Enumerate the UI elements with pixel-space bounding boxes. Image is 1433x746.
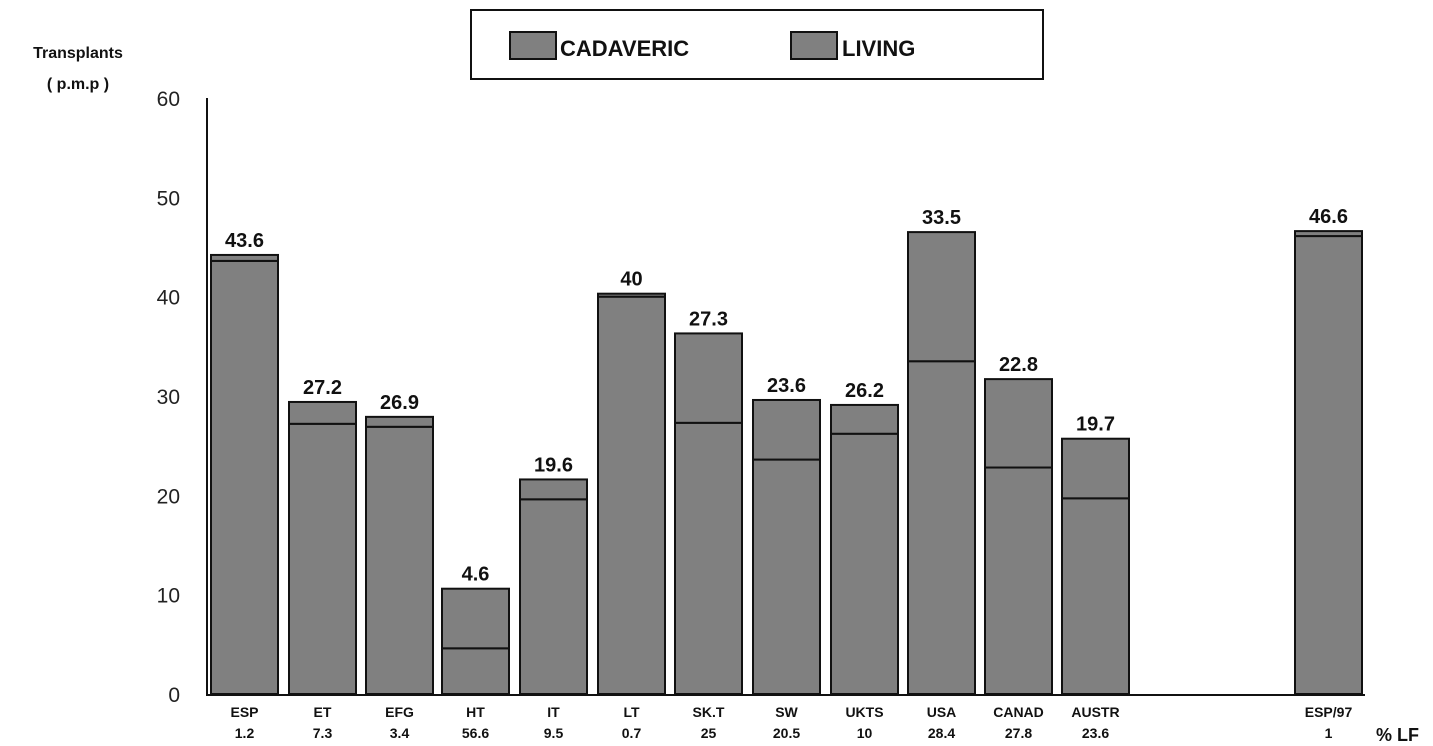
bar-living-lt	[597, 292, 666, 298]
legend-label-living: LIVING	[842, 36, 915, 61]
bar-living-sw	[752, 398, 821, 461]
y-tick-label: 60	[157, 88, 180, 111]
x-tick-label: EFG	[385, 704, 414, 720]
x-tick-label: ESP/97	[1305, 704, 1353, 720]
x-sub-label: 9.5	[544, 725, 564, 741]
y-tick-label: 20	[157, 485, 180, 508]
legend-label-cadaveric: CADAVERIC	[560, 36, 689, 61]
bar-value-label: 26.2	[845, 380, 884, 402]
bar-value-label: 23.6	[767, 375, 806, 397]
x-tick-label: ESP	[230, 704, 258, 720]
y-axis: Transplants ( p.m.p ) 0 10 20 30 40 50 60	[33, 45, 208, 707]
bar-cadaveric-esp	[210, 259, 279, 695]
x-tick-label: IT	[547, 704, 560, 720]
bar-cadaveric-esp-97	[1294, 235, 1363, 695]
x-sub-label: 20.5	[773, 725, 800, 741]
bar-living-sk-t	[674, 332, 743, 424]
y-tick-label: 30	[157, 386, 180, 409]
x-tick-label: ET	[314, 704, 332, 720]
y-tick-label: 40	[157, 287, 180, 310]
bar-living-austr	[1061, 437, 1130, 500]
bar-cadaveric-canad	[984, 466, 1053, 695]
bar-value-label: 27.3	[689, 308, 728, 330]
legend-swatch-cadaveric	[509, 31, 557, 60]
x-sub-label: 0.7	[622, 725, 642, 741]
x-sub-label: 28.4	[928, 725, 955, 741]
bar-living-esp	[210, 253, 279, 262]
x-tick-label: UKTS	[845, 704, 883, 720]
y-axis-title: Transplants	[33, 45, 123, 62]
x-tick-label: SW	[775, 704, 798, 720]
x-sub-label-title: % LF	[1376, 725, 1419, 745]
y-tick-label: 10	[157, 585, 180, 608]
x-sub-label: 3.4	[390, 725, 410, 741]
bar-cadaveric-sw	[752, 458, 821, 695]
x-sub-label: 25	[701, 725, 717, 741]
bar-value-label: 33.5	[922, 207, 961, 229]
bar-cadaveric-ht	[441, 647, 510, 695]
bar-cadaveric-et	[288, 422, 357, 695]
x-tick-label: LT	[623, 704, 640, 720]
legend-swatch-living	[790, 31, 838, 60]
bar-living-esp-97	[1294, 230, 1363, 238]
bar-value-label: 46.6	[1309, 206, 1348, 228]
x-tick-label: USA	[927, 704, 957, 720]
bar-value-label: 19.7	[1076, 414, 1115, 436]
bar-living-ukts	[830, 403, 899, 435]
x-sub-label: 27.8	[1005, 725, 1032, 741]
y-tick-label: 0	[168, 684, 180, 707]
bar-living-canad	[984, 378, 1053, 469]
bar-cadaveric-lt	[597, 295, 666, 695]
y-tick-label: 50	[157, 187, 180, 210]
bar-value-label: 19.6	[534, 454, 573, 476]
bar-living-usa	[907, 231, 976, 363]
y-axis-title-unit: ( p.m.p )	[47, 76, 109, 93]
x-tick-label: HT	[466, 704, 485, 720]
bar-living-ht	[441, 587, 510, 650]
bar-value-label: 22.8	[999, 354, 1038, 376]
x-tick-label: CANAD	[993, 704, 1044, 720]
bar-cadaveric-austr	[1061, 497, 1130, 695]
legend: CADAVERIC LIVING	[470, 9, 1044, 80]
x-sub-label: 10	[857, 725, 873, 741]
bar-living-it	[519, 478, 588, 501]
x-sub-label: 1.2	[235, 725, 255, 741]
bar-cadaveric-usa	[907, 360, 976, 695]
legend-box	[470, 9, 1044, 80]
bar-living-efg	[365, 415, 434, 428]
bar-value-label: 27.2	[303, 377, 342, 399]
x-tick-label: AUSTR	[1071, 704, 1119, 720]
bar-cadaveric-it	[519, 498, 588, 695]
x-sub-label: 56.6	[462, 725, 489, 741]
x-sub-label: 1	[1325, 725, 1333, 741]
bar-cadaveric-efg	[365, 425, 434, 695]
x-tick-label: SK.T	[693, 704, 725, 720]
x-sub-label: 23.6	[1082, 725, 1109, 741]
bar-cadaveric-sk-t	[674, 421, 743, 695]
bar-cadaveric-ukts	[830, 432, 899, 695]
bars: 43.6 27.2 26.9 4.6 19.6 40 27.3 23.6 26.2 33.5 22.…	[210, 206, 1363, 695]
x-axis: ESP 1.2 ET 7.3 EFG 3.4 HT 56.6 IT 9.5 LT 0.7 SK.T 25 S…	[207, 694, 1419, 745]
bar-value-label: 40	[620, 269, 642, 291]
bar-value-label: 4.6	[462, 564, 490, 586]
bar-value-label: 43.6	[225, 230, 264, 252]
bar-value-label: 26.9	[380, 392, 419, 414]
bar-living-et	[288, 400, 357, 425]
x-sub-label: 7.3	[313, 725, 333, 741]
